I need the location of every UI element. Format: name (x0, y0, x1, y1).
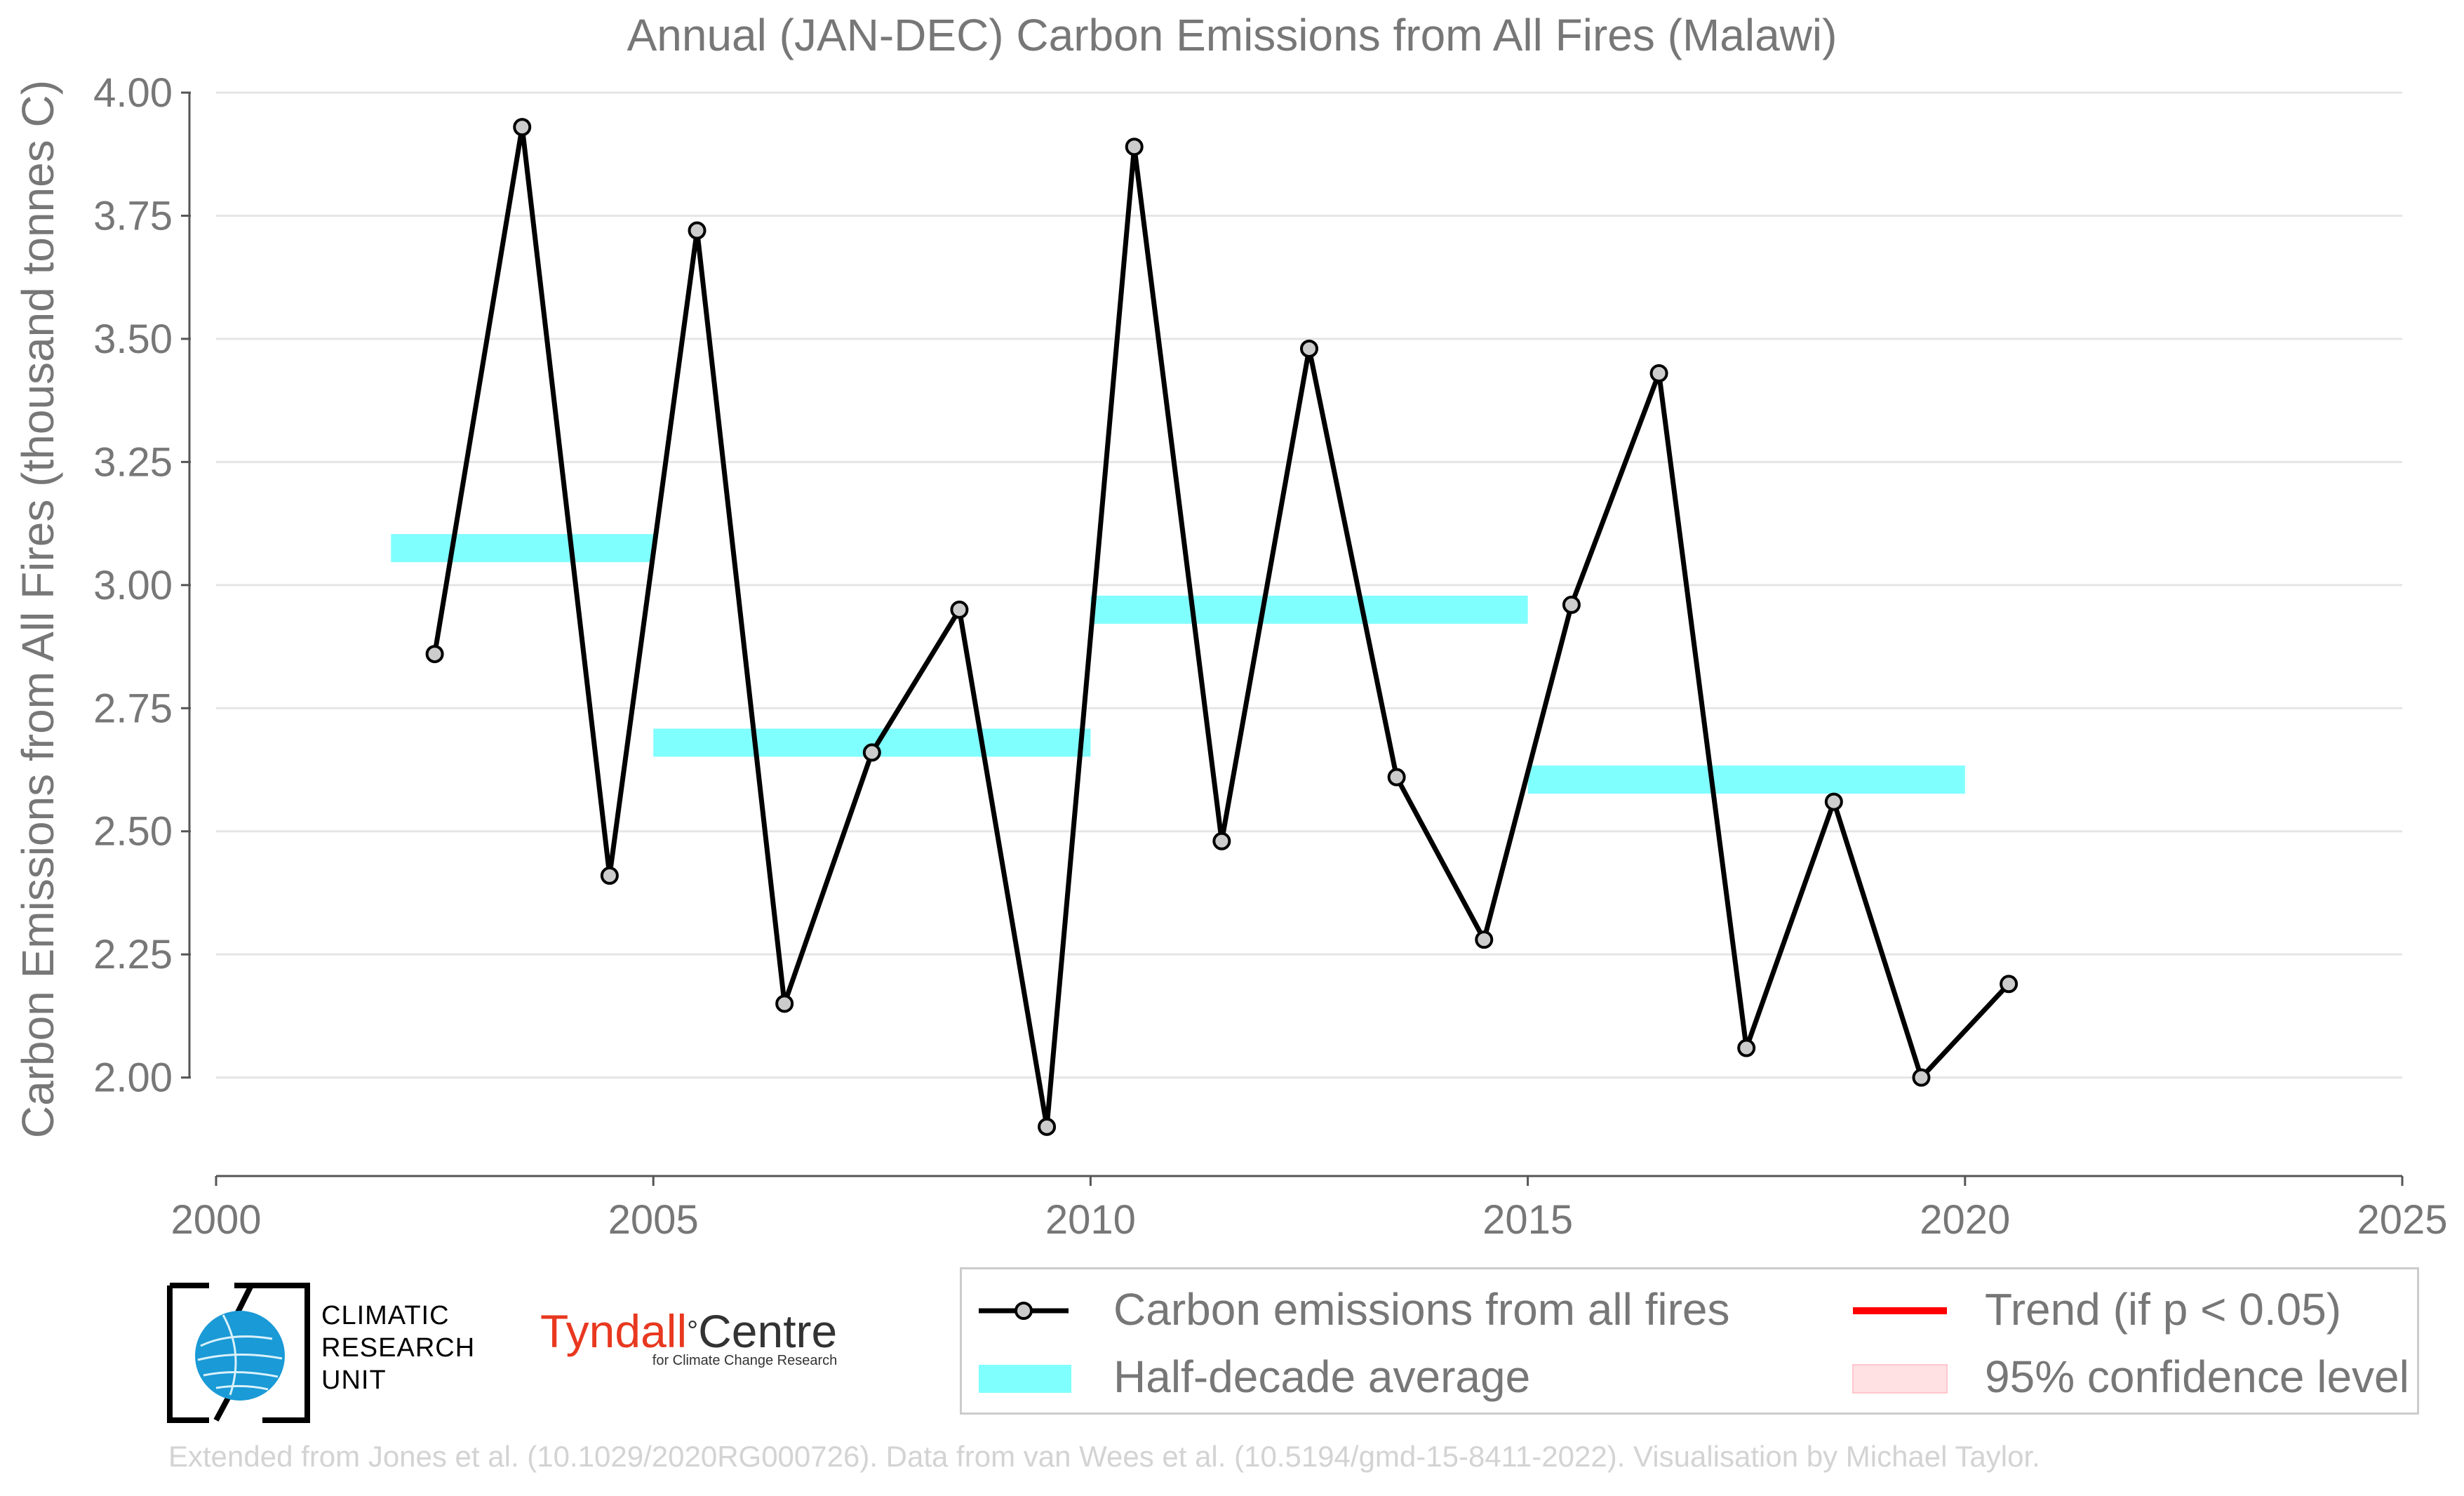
data-point (1562, 595, 1581, 614)
data-point (513, 118, 532, 137)
data-point (1912, 1068, 1931, 1087)
cru-line: RESEARCH (321, 1333, 476, 1363)
legend-swatch-emissions-marker (1015, 1302, 1033, 1320)
y-tick-label: 3.75 (93, 193, 173, 239)
tyndall-logo: Tyndall°Centre for Climate Change Resear… (540, 1307, 837, 1369)
legend-label-trend: Trend (if p < 0.05) (1985, 1284, 2342, 1335)
data-point (1212, 832, 1231, 850)
half-decade-bar (391, 534, 654, 563)
x-tick-label: 2015 (1482, 1197, 1573, 1243)
data-point (1824, 792, 1843, 811)
y-tick-label: 3.00 (93, 563, 173, 608)
x-tick-label: 2005 (608, 1197, 699, 1243)
y-tick-label: 2.50 (93, 809, 173, 855)
credit-text: Extended from Jones et al. (10.1029/2020… (168, 1440, 2040, 1473)
data-point (862, 743, 881, 762)
legend: Carbon emissions from all fires Trend (i… (960, 1267, 2419, 1415)
data-point (600, 866, 619, 885)
data-point (2000, 975, 2018, 994)
cru-logo (167, 1283, 476, 1423)
legend-swatch-confidence (1852, 1364, 1948, 1394)
grid-lines (216, 91, 2402, 1079)
y-tick-label: 3.50 (93, 316, 173, 362)
chart-title: Annual (JAN-DEC) Carbon Emissions from A… (627, 10, 1837, 60)
data-point (1038, 1117, 1057, 1136)
x-tick-label: 2020 (1920, 1197, 2010, 1243)
legend-label-half-decade: Half-decade average (1113, 1351, 1531, 1402)
data-point (1649, 364, 1668, 383)
data-point (950, 600, 969, 619)
x-tick-label: 2010 (1045, 1197, 1136, 1243)
cru-logo-text: CLIMATIC RESEARCH UNIT (321, 1300, 475, 1396)
data-point (775, 994, 794, 1013)
data-point (1300, 339, 1318, 358)
cru-globe-icon (167, 1283, 310, 1423)
tyndall-name: Tyndall (540, 1305, 688, 1357)
axes: 2.00 2.25 2.50 2.75 3.00 3.25 3.50 3.75 4.00 2000… (93, 70, 2447, 1243)
y-tick-label: 2.25 (93, 932, 173, 977)
y-tick-label: 3.25 (93, 439, 173, 485)
legend-swatches (979, 1302, 1948, 1394)
y-tick-label: 2.75 (93, 686, 173, 731)
x-tick-label: 2000 (170, 1197, 261, 1243)
series-layer (425, 118, 2018, 1136)
y-tick-label: 4.00 (93, 70, 173, 116)
half-decade-bar (1527, 766, 1965, 794)
cru-line: CLIMATIC (321, 1301, 450, 1330)
data-point (1125, 138, 1144, 156)
y-tick-label: 2.00 (93, 1055, 173, 1101)
data-point (1475, 930, 1494, 949)
cru-line: UNIT (321, 1365, 387, 1395)
data-point (425, 645, 444, 664)
data-point (688, 221, 707, 240)
tyndall-subtitle: for Climate Change Research (652, 1353, 838, 1368)
half-decade-bar (1090, 595, 1528, 624)
x-tick-label: 2025 (2357, 1197, 2447, 1243)
legend-label-confidence: 95% confidence level (1985, 1351, 2409, 1402)
y-axis-label: Carbon Emissions from All Fires (thousan… (13, 80, 63, 1138)
legend-label-emissions: Carbon emissions from all fires (1113, 1284, 1730, 1335)
data-point (1737, 1038, 1756, 1057)
emissions-line (432, 124, 2011, 1130)
data-point (1387, 768, 1406, 787)
half-decade-bands (391, 534, 1965, 794)
tyndall-degree: ° (687, 1316, 699, 1347)
legend-swatch-half-decade (979, 1365, 1071, 1393)
tyndall-centre: Centre (698, 1305, 838, 1357)
